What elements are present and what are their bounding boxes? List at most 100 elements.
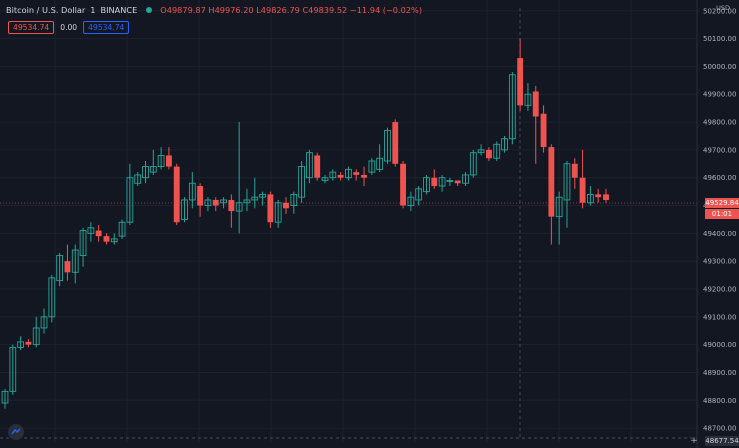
tradingview-logo-icon[interactable] [8, 424, 24, 440]
candle-body [243, 199, 251, 204]
grid-lines [0, 0, 697, 442]
candle-body [329, 171, 337, 179]
candle-body [181, 199, 188, 220]
add-icon[interactable]: + [690, 436, 698, 446]
candle-body [462, 174, 469, 184]
candle-body [134, 174, 142, 184]
price-tick-label: 48700.00 [703, 425, 736, 433]
candle-body [532, 91, 539, 117]
candle-body [64, 261, 71, 273]
price-tick-label: 48900.00 [703, 369, 736, 377]
candle-body [306, 152, 313, 179]
candle-body [1, 390, 9, 404]
candle-body [501, 138, 508, 151]
candle-body [32, 327, 40, 346]
candle-body [274, 202, 282, 223]
trade-panel: 49534.74 0.00 49534.74 [8, 21, 130, 34]
price-tick-label: 49400.00 [703, 230, 736, 238]
candle-body [142, 166, 149, 179]
candle-body [400, 163, 406, 206]
candle-body [71, 249, 79, 273]
candle-body [110, 238, 118, 243]
interval[interactable]: 1 [90, 5, 96, 15]
ohlc-values: O49879.87 H49976.20 L49826.79 C49839.52 … [160, 5, 423, 15]
candle-body [251, 196, 259, 201]
candle-body [579, 177, 586, 203]
candle-body [407, 196, 415, 206]
candle-body [415, 188, 423, 201]
candle-body [298, 166, 305, 198]
candle-body [469, 152, 477, 176]
candle-body [563, 163, 571, 201]
candle-body [431, 177, 438, 187]
price-tick-label: 49800.00 [703, 119, 736, 127]
market-status-icon [146, 7, 153, 13]
candle-body [555, 196, 563, 218]
exchange: BINANCE [100, 5, 138, 15]
candle-body [438, 177, 446, 187]
candle-body [259, 193, 266, 198]
candle-body [235, 202, 243, 212]
bar-countdown: 01:01 [705, 209, 739, 219]
crosshair-price-label: 48677.54 [705, 436, 739, 446]
candle-body [392, 122, 399, 164]
candle-body [517, 58, 524, 106]
symbol-legend: Bitcoin / U.S. Dollar 1 BINANCE O49879.8… [6, 5, 422, 15]
sell-button[interactable]: 49534.74 [8, 21, 55, 34]
candle-body [376, 157, 384, 170]
price-tick-label: 49700.00 [703, 146, 736, 154]
candle-body [220, 199, 227, 204]
candle-body [603, 194, 609, 200]
price-tick-label: 50000.00 [703, 63, 736, 71]
currency-label[interactable]: USD [716, 4, 730, 12]
candle-body [118, 221, 126, 237]
candle-body [197, 186, 204, 206]
candle-body [126, 177, 134, 223]
candle-body [25, 341, 32, 345]
candle-body [228, 199, 235, 212]
price-tick-label: 49900.00 [703, 91, 736, 99]
candle-body [454, 180, 461, 184]
price-tick-label: 49600.00 [703, 174, 736, 182]
candle-body [290, 193, 298, 206]
price-scale[interactable] [697, 0, 739, 448]
price-tick-label: 49200.00 [703, 285, 736, 293]
candle-body [157, 154, 165, 168]
symbol-name[interactable]: Bitcoin / U.S. Dollar [6, 5, 86, 15]
candle-body [423, 177, 430, 193]
candle-body [508, 74, 516, 140]
buy-button[interactable]: 49534.74 [83, 21, 130, 34]
candle-body [477, 149, 485, 154]
candle-body [384, 129, 391, 162]
candle-body [283, 202, 289, 209]
candle-body [79, 230, 87, 257]
candle-body [103, 236, 110, 242]
price-tick-label: 48800.00 [703, 397, 736, 405]
candle-body [485, 149, 492, 159]
candles [1, 38, 609, 409]
candle-body [368, 160, 376, 173]
candle-body [587, 193, 594, 204]
candle-body [95, 230, 102, 237]
candle-body [188, 182, 196, 201]
candle-body [361, 174, 367, 178]
candle-body [40, 316, 48, 329]
candle-body [595, 194, 602, 198]
candle-body [212, 199, 219, 206]
candle-body [17, 341, 24, 348]
candle-body [149, 166, 157, 173]
candle-body [540, 113, 547, 148]
price-tick-label: 49000.00 [703, 341, 736, 349]
price-tick-label: 49100.00 [703, 313, 736, 321]
candle-body [204, 199, 212, 206]
candle-body [165, 155, 172, 167]
candle-body [524, 93, 532, 106]
candle-body [173, 166, 180, 223]
spread-value: 0.00 [60, 23, 78, 32]
price-tick-label: 50200.00 [703, 7, 736, 15]
candle-body [56, 255, 64, 282]
price-tick-label: 50100.00 [703, 35, 736, 43]
candle-body [9, 346, 17, 392]
